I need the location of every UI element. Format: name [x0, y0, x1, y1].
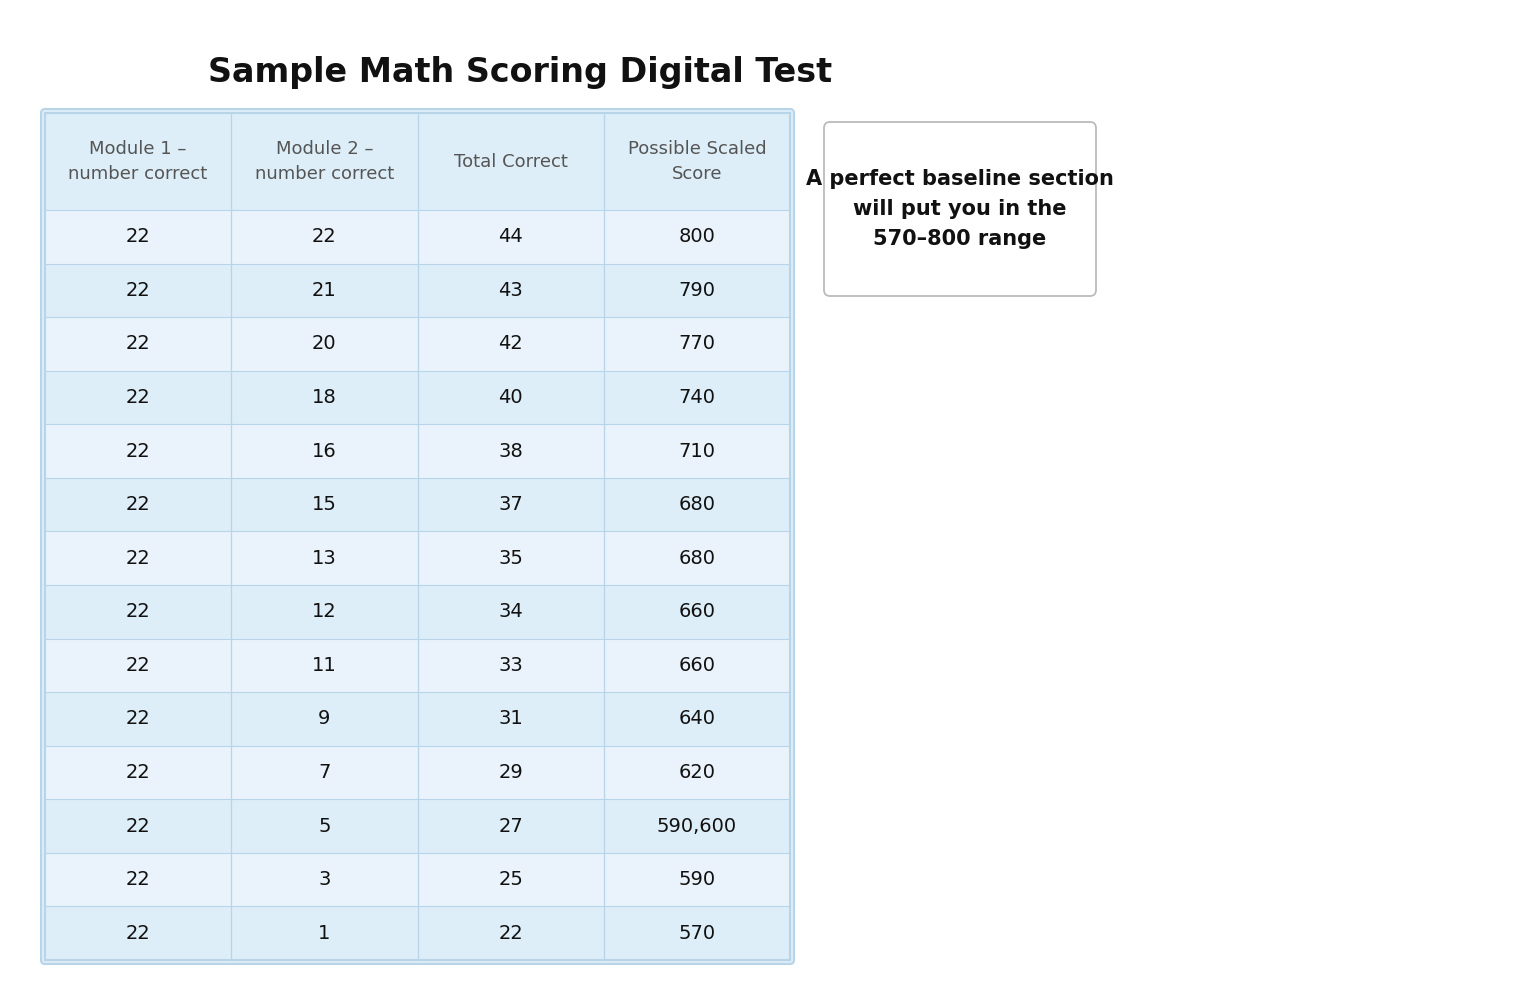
Text: Total Correct: Total Correct: [454, 153, 567, 170]
Text: 16: 16: [313, 442, 337, 461]
Text: 740: 740: [679, 388, 715, 407]
Text: Possible Scaled
Score: Possible Scaled Score: [628, 140, 766, 183]
Bar: [46, 531, 790, 585]
Text: 790: 790: [679, 281, 715, 300]
Text: 44: 44: [499, 227, 523, 246]
Text: 12: 12: [313, 602, 337, 621]
Text: 18: 18: [313, 388, 337, 407]
Text: 20: 20: [313, 334, 337, 353]
Text: 13: 13: [313, 548, 337, 567]
Bar: [46, 113, 790, 960]
Text: 22: 22: [125, 817, 151, 835]
Text: 22: 22: [125, 334, 151, 353]
Text: 22: 22: [125, 763, 151, 782]
Bar: [46, 746, 790, 800]
Bar: [46, 638, 790, 692]
Text: 1: 1: [319, 923, 331, 943]
Text: 35: 35: [499, 548, 523, 567]
Bar: [46, 800, 790, 852]
Text: 680: 680: [679, 548, 715, 567]
Text: 800: 800: [679, 227, 715, 246]
Text: 3: 3: [319, 870, 331, 889]
Text: 42: 42: [499, 334, 523, 353]
Text: 31: 31: [499, 710, 523, 729]
Text: 40: 40: [499, 388, 523, 407]
Text: 22: 22: [125, 442, 151, 461]
Text: 22: 22: [125, 281, 151, 300]
Text: 7: 7: [319, 763, 331, 782]
Text: 590: 590: [679, 870, 715, 889]
Text: 22: 22: [125, 870, 151, 889]
Text: 570: 570: [679, 923, 715, 943]
Bar: [46, 425, 790, 478]
Bar: [46, 317, 790, 371]
Text: 22: 22: [313, 227, 337, 246]
Text: 29: 29: [499, 763, 523, 782]
Text: 22: 22: [125, 656, 151, 675]
Text: 21: 21: [313, 281, 337, 300]
Text: 640: 640: [679, 710, 715, 729]
Text: A perfect baseline section
will put you in the
570–800 range: A perfect baseline section will put you …: [807, 169, 1113, 248]
Text: 660: 660: [679, 602, 715, 621]
Text: 620: 620: [679, 763, 715, 782]
Text: 34: 34: [499, 602, 523, 621]
Text: 22: 22: [125, 923, 151, 943]
Bar: [46, 585, 790, 638]
Text: Module 1 –
number correct: Module 1 – number correct: [69, 140, 207, 183]
Text: 22: 22: [125, 602, 151, 621]
Bar: [46, 852, 790, 906]
Text: 9: 9: [319, 710, 331, 729]
Text: 5: 5: [319, 817, 331, 835]
Text: 710: 710: [679, 442, 715, 461]
Text: Module 2 –
number correct: Module 2 – number correct: [255, 140, 393, 183]
Text: 22: 22: [125, 710, 151, 729]
Bar: [46, 210, 790, 263]
Bar: [46, 371, 790, 425]
Text: 22: 22: [125, 548, 151, 567]
Bar: [46, 906, 790, 960]
FancyBboxPatch shape: [824, 122, 1096, 296]
Text: 660: 660: [679, 656, 715, 675]
Text: 680: 680: [679, 496, 715, 514]
Bar: [46, 478, 790, 531]
Text: 22: 22: [125, 227, 151, 246]
Text: 38: 38: [499, 442, 523, 461]
Text: 33: 33: [499, 656, 523, 675]
Text: 11: 11: [313, 656, 337, 675]
Text: 25: 25: [499, 870, 523, 889]
Text: 27: 27: [499, 817, 523, 835]
FancyBboxPatch shape: [41, 109, 795, 964]
Bar: [46, 692, 790, 746]
Text: 770: 770: [679, 334, 715, 353]
Text: 37: 37: [499, 496, 523, 514]
Text: 22: 22: [125, 496, 151, 514]
Text: 590,600: 590,600: [657, 817, 737, 835]
Text: 15: 15: [313, 496, 337, 514]
Text: 43: 43: [499, 281, 523, 300]
Bar: [46, 263, 790, 317]
Text: 22: 22: [125, 388, 151, 407]
Text: 22: 22: [499, 923, 523, 943]
Text: Sample Math Scoring Digital Test: Sample Math Scoring Digital Test: [207, 56, 833, 89]
